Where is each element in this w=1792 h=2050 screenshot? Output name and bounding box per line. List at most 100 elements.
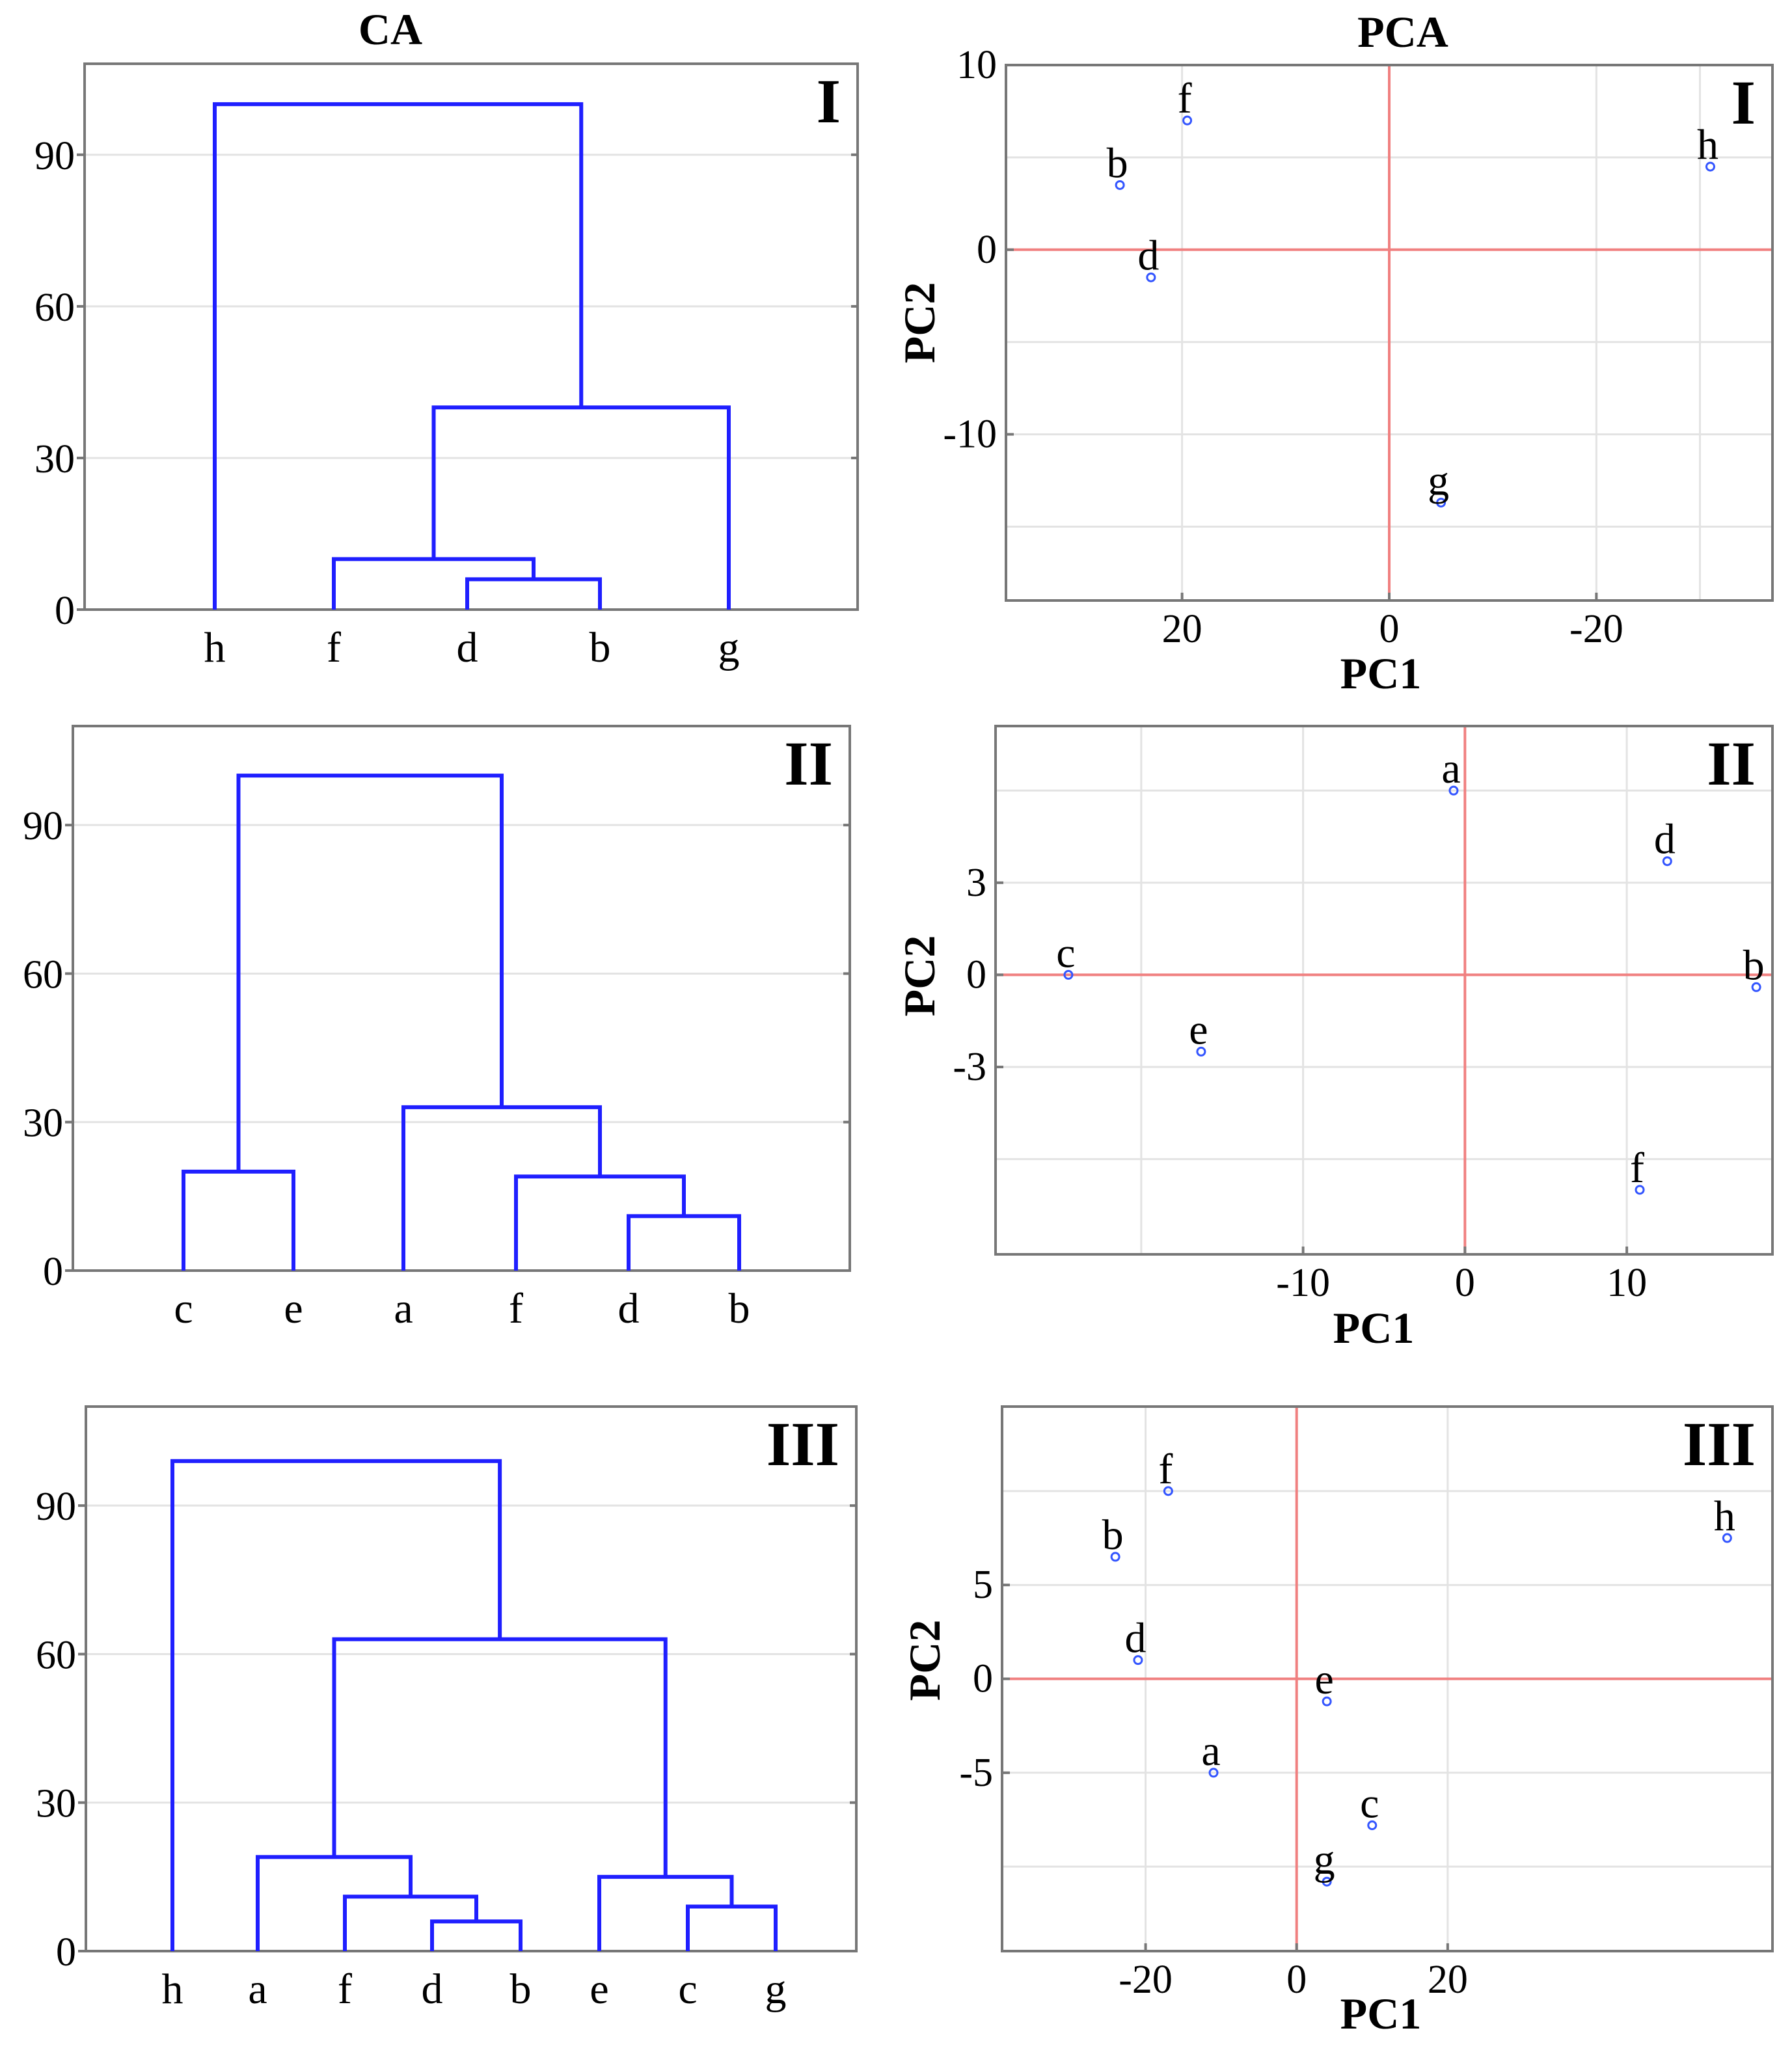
pca-iii-point-label: a (1201, 1727, 1220, 1775)
pca-ii-frame (994, 725, 1774, 1256)
ca-iii-merge-link (686, 1904, 778, 1951)
pca-iii-panel-label: III (1683, 1409, 1756, 1479)
pca-iii-point-b (1110, 1552, 1120, 1562)
pca-ii-ytick-label: 0 (966, 952, 986, 997)
ca-i-panel-label: I (817, 66, 841, 136)
pca-iii-point-label: e (1314, 1656, 1333, 1703)
ca-iii-ytick-label: 60 (36, 1633, 76, 1677)
pca-i-point-label: h (1697, 121, 1718, 169)
ca-iii-frame (85, 1405, 858, 1952)
pca-iii-xtick-label: 0 (1286, 1958, 1307, 2002)
pca-i-point-label: d (1137, 232, 1159, 279)
ca-ii-merge-link (236, 774, 504, 1172)
ca-iii-merge-link (332, 1637, 668, 1877)
ca-ii-merge-link (627, 1214, 741, 1271)
ca-i-merge-link (465, 577, 602, 610)
ca-i-frame (83, 62, 859, 611)
pca-i-xtick-label: -20 (1569, 607, 1623, 651)
pca-iii-point-c (1367, 1820, 1378, 1831)
pca-iii-xtick-label: 20 (1428, 1958, 1468, 2002)
pca-i-panel-label: I (1731, 68, 1756, 137)
pca-ii-xtick-label: 0 (1455, 1261, 1475, 1305)
pca-iii-ytick-label: 0 (973, 1657, 993, 1701)
pca-iii-point-label: h (1714, 1492, 1735, 1540)
pca-iii-point-label: f (1158, 1446, 1173, 1493)
pca-i-point-g (1436, 498, 1446, 508)
pca-i-point-label: g (1428, 457, 1449, 505)
pca-ii-point-f (1635, 1185, 1645, 1195)
pca-iii-point-label: c (1360, 1780, 1379, 1827)
ca-ii-merge-link (401, 1105, 602, 1271)
pca-iii-point-label: b (1102, 1511, 1124, 1559)
ca-iii-ytick-label: 0 (56, 1930, 76, 1975)
ca-iii-leaf-label: f (338, 1965, 352, 2013)
pca-ii-ytick-label: 3 (966, 861, 986, 905)
ca-iii-panel-label: III (767, 1409, 839, 1479)
pca-ii-xlabel: PC1 (1333, 1303, 1415, 1353)
ca-i-leaf-label: b (590, 624, 611, 671)
pca-iii-xtick-label: -20 (1119, 1958, 1173, 2002)
pca-iii-ylabel: PC2 (900, 1620, 949, 1701)
ca-iii-leaf-label: b (510, 1965, 532, 2013)
ca-ii-leaf-label: c (174, 1285, 193, 1332)
pca-i-point-f (1182, 115, 1193, 126)
pca-iii-ytick-label: -5 (959, 1751, 993, 1795)
pca-iii-point-d (1133, 1655, 1143, 1666)
ca-ii-leaf-label: f (509, 1285, 523, 1332)
pca-i-xtick-label: 20 (1162, 607, 1202, 651)
ca-ii-panel-label: II (784, 729, 833, 798)
ca-iii-leaf-label: d (422, 1965, 443, 2013)
pca-ii-point-e (1196, 1046, 1206, 1057)
ca-ii-ytick-label: 60 (23, 952, 63, 997)
pca-iii-xlabel: PC1 (1340, 1989, 1422, 2038)
ca-iii-merge-link (170, 1459, 502, 1951)
pca-ii-point-a (1448, 785, 1459, 796)
ca-i-merge-link (332, 557, 536, 610)
ca-iii-merge-link (430, 1919, 523, 1951)
pca-iii-point-e (1322, 1696, 1332, 1706)
ca-ii-ytick-label: 30 (23, 1101, 63, 1146)
ca-i-ytick-label: 30 (34, 437, 75, 481)
pca-ii-ytick-label: -3 (953, 1045, 986, 1089)
pca-ii-point-label: d (1654, 816, 1676, 863)
ca-i-ytick-label: 90 (34, 134, 75, 178)
pca-ii-point-label: c (1056, 929, 1075, 977)
ca-column-title: CA (359, 5, 422, 54)
pca-iii-point-f (1163, 1486, 1173, 1496)
pca-iii-point-label: d (1124, 1615, 1146, 1662)
ca-iii-leaf-label: h (162, 1965, 183, 2013)
ca-i-leaf-label: d (457, 624, 478, 671)
pca-ii-point-c (1063, 969, 1074, 980)
ca-ii-leaf-label: e (284, 1285, 303, 1332)
ca-iii-merge-link (256, 1855, 413, 1951)
ca-i-ytick-label: 0 (55, 589, 75, 633)
ca-iii-ytick-label: 90 (36, 1485, 76, 1529)
pca-ii-point-b (1751, 982, 1761, 992)
ca-ii-leaf-label: a (394, 1285, 413, 1332)
pca-iii-point-g (1322, 1876, 1332, 1887)
pca-iii-point-a (1208, 1768, 1219, 1778)
ca-i-leaf-label: f (327, 624, 341, 671)
pca-ii-point-d (1662, 856, 1672, 867)
ca-iii-ytick-label: 30 (36, 1782, 76, 1826)
ca-iii-leaf-label: g (765, 1965, 787, 2013)
ca-ii-merge-link (514, 1174, 686, 1271)
pca-iii-point-label: g (1314, 1836, 1335, 1883)
pca-i-xtick-label: 0 (1379, 607, 1400, 651)
ca-iii-merge-link (597, 1874, 734, 1951)
pca-i-ylabel: PC2 (895, 282, 944, 364)
pca-i-ytick-label: -10 (943, 412, 997, 457)
ca-iii-leaf-label: e (590, 1965, 608, 2013)
pca-ii-point-label: a (1441, 745, 1460, 792)
ca-ii-ytick-label: 90 (23, 804, 63, 848)
pca-i-point-h (1705, 161, 1715, 172)
pca-iii-point-h (1722, 1533, 1732, 1543)
pca-i-ytick-label: 10 (957, 43, 997, 87)
pca-i-point-d (1146, 272, 1156, 282)
ca-ii-leaf-label: d (618, 1285, 640, 1332)
pca-ii-xtick-label: 10 (1607, 1261, 1647, 1305)
pca-ii-panel-label: II (1707, 729, 1756, 798)
ca-ii-frame (72, 725, 851, 1272)
pca-i-point-b (1115, 180, 1125, 190)
